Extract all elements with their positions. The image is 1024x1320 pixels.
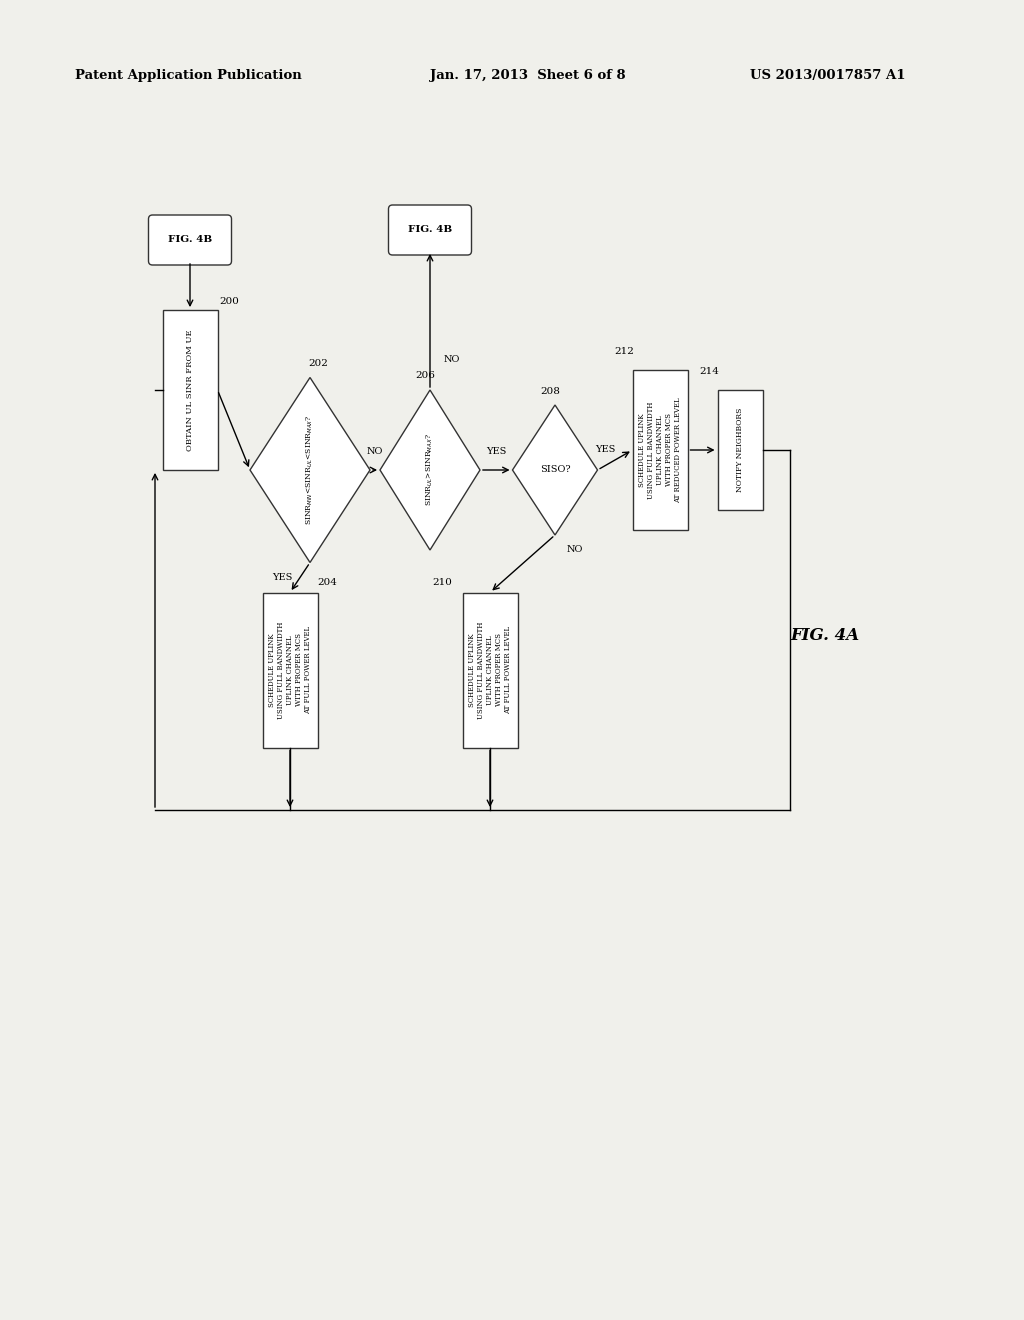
FancyBboxPatch shape bbox=[148, 215, 231, 265]
Text: 202: 202 bbox=[308, 359, 328, 368]
Text: 208: 208 bbox=[540, 387, 560, 396]
Text: SCHEDULE UPLINK
USING FULL BANDWIDTH
UPLINK CHANNEL
WITH PROPER MCS
AT REDUCED P: SCHEDULE UPLINK USING FULL BANDWIDTH UPL… bbox=[638, 397, 682, 503]
Text: SINR$_{MIN}$<SINR$_{UL}$<SINR$_{MAX}$?: SINR$_{MIN}$<SINR$_{UL}$<SINR$_{MAX}$? bbox=[305, 414, 315, 525]
Text: FIG. 4B: FIG. 4B bbox=[408, 226, 453, 235]
Text: FIG. 4B: FIG. 4B bbox=[168, 235, 212, 244]
Text: SISO?: SISO? bbox=[540, 466, 570, 474]
Bar bbox=[633, 370, 687, 531]
Text: 212: 212 bbox=[614, 347, 635, 356]
Text: 204: 204 bbox=[317, 578, 338, 587]
Text: 210: 210 bbox=[432, 578, 453, 587]
Polygon shape bbox=[380, 389, 480, 550]
Text: NOTIFY NEIGHBORS: NOTIFY NEIGHBORS bbox=[736, 408, 744, 492]
Text: NO: NO bbox=[443, 355, 460, 364]
Text: Patent Application Publication: Patent Application Publication bbox=[75, 69, 302, 82]
Text: YES: YES bbox=[486, 447, 507, 457]
Bar bbox=[262, 593, 317, 747]
Text: SCHEDULE UPLINK
USING FULL BANDWIDTH
UPLINK CHANNEL
WITH PROPER MCS
AT FULL POWE: SCHEDULE UPLINK USING FULL BANDWIDTH UPL… bbox=[267, 622, 312, 718]
Bar bbox=[718, 389, 763, 510]
Text: SCHEDULE UPLINK
USING FULL BANDWIDTH
UPLINK CHANNEL
WITH PROPER MCS
AT FULL POWE: SCHEDULE UPLINK USING FULL BANDWIDTH UPL… bbox=[468, 622, 512, 718]
Text: NO: NO bbox=[567, 545, 584, 554]
Text: OBTAIN UL SINR FROM UE: OBTAIN UL SINR FROM UE bbox=[186, 329, 194, 451]
Text: 200: 200 bbox=[219, 297, 240, 306]
Text: US 2013/0017857 A1: US 2013/0017857 A1 bbox=[750, 69, 905, 82]
Text: 206: 206 bbox=[415, 371, 435, 380]
FancyBboxPatch shape bbox=[388, 205, 471, 255]
Text: SINR$_{UL}$>SINR$_{MAX}$?: SINR$_{UL}$>SINR$_{MAX}$? bbox=[425, 433, 435, 507]
Bar bbox=[463, 593, 517, 747]
Text: 214: 214 bbox=[699, 367, 720, 376]
Text: NO: NO bbox=[367, 447, 383, 457]
Polygon shape bbox=[250, 378, 370, 562]
Polygon shape bbox=[512, 405, 597, 535]
Text: YES: YES bbox=[595, 446, 615, 454]
Text: Jan. 17, 2013  Sheet 6 of 8: Jan. 17, 2013 Sheet 6 of 8 bbox=[430, 69, 626, 82]
Text: YES: YES bbox=[271, 573, 292, 582]
Bar bbox=[163, 310, 217, 470]
Text: FIG. 4A: FIG. 4A bbox=[790, 627, 859, 644]
